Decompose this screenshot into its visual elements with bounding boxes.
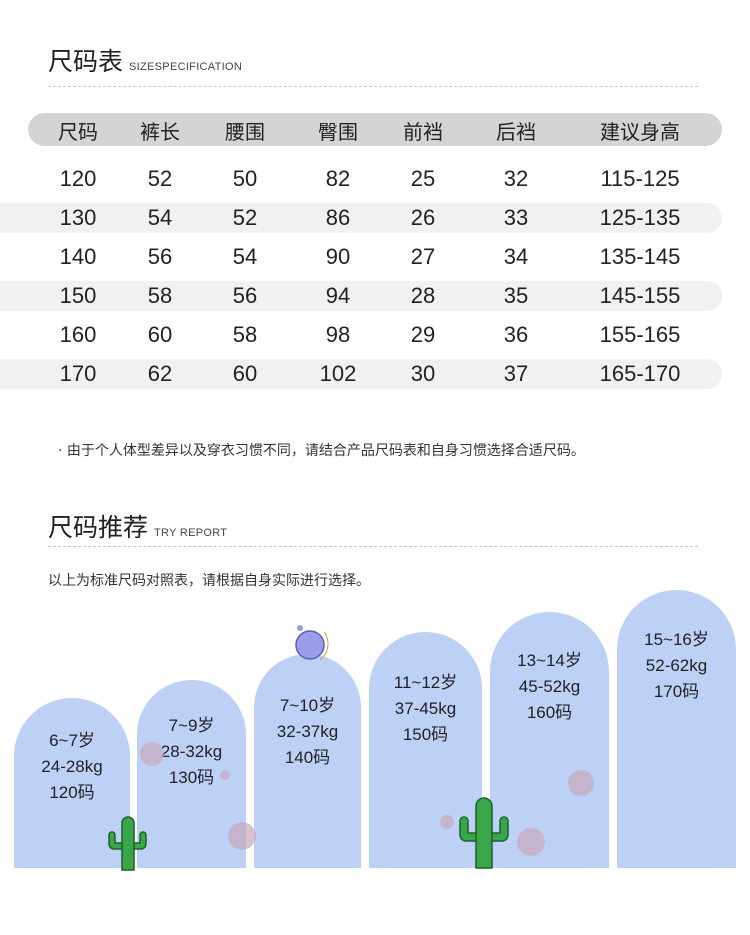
card-size: 140码 (284, 748, 331, 767)
card-age: 7~10岁 (279, 696, 336, 715)
card-age: 13~14岁 (517, 651, 582, 670)
table-cell: 120 (59, 166, 97, 191)
table-cell: 82 (325, 166, 351, 191)
card-age: 6~7岁 (49, 731, 95, 750)
card-weight: 24-28kg (41, 757, 103, 776)
recommend-title-text: 尺码推荐 (48, 513, 149, 542)
table-cell: 170 (59, 361, 97, 386)
card-size: 120码 (49, 783, 95, 802)
card-age: 7~9岁 (168, 716, 215, 735)
table-cell: 56 (232, 283, 258, 308)
planet-decoration (568, 770, 594, 796)
card-size: 160码 (526, 703, 573, 722)
table-cell: 140 (59, 244, 97, 269)
row-band (0, 359, 722, 389)
table-cell: 30 (410, 361, 436, 386)
column-header: 腰围 (225, 122, 265, 144)
recommend-intro: 以上为标准尺码对照表，请根据自身实际进行选择。 (48, 573, 370, 589)
table-cell: 52 (232, 205, 258, 230)
planet-decoration (228, 822, 256, 850)
column-header: 裤长 (140, 122, 180, 144)
table-cell: 32 (503, 166, 529, 191)
table-cell: 60 (232, 361, 258, 386)
table-cell: 160 (59, 322, 97, 347)
table-cell: 25 (410, 166, 436, 191)
table-cell: 28 (410, 283, 436, 308)
card-size: 130码 (168, 768, 215, 787)
card-weight: 37-45kg (394, 699, 457, 718)
recommend-title: 尺码推荐 TRY REPORT (48, 508, 227, 544)
card-weight: 28-32kg (160, 742, 223, 761)
size-card: 13~14岁 45-52kg 160码 (490, 612, 609, 868)
column-header: 前裆 (403, 122, 443, 144)
table-cell: 98 (325, 322, 351, 347)
card-weight: 52-62kg (645, 656, 708, 675)
planet-decoration (517, 828, 545, 856)
table-header-bar (28, 113, 722, 146)
table-cell: 155-165 (599, 322, 681, 347)
row-band (0, 281, 722, 311)
table-cell: 62 (147, 361, 173, 386)
column-header: 臀围 (318, 122, 358, 144)
table-cell: 52 (147, 166, 173, 191)
table-cell: 33 (503, 205, 529, 230)
table-cell: 115-125 (600, 166, 680, 191)
table-cell: 165-170 (599, 361, 681, 386)
column-header: 建议身高 (600, 122, 680, 144)
planet-icon (295, 625, 329, 661)
spec-subtitle: SIZESPECIFICATION (129, 61, 243, 73)
table-cell: 54 (147, 205, 173, 230)
cactus-icon (108, 816, 147, 871)
card-size: 150码 (402, 725, 449, 744)
table-cell: 56 (147, 244, 173, 269)
table-cell: 86 (325, 205, 351, 230)
card-size: 170码 (653, 682, 700, 701)
table-cell: 58 (147, 283, 173, 308)
table-cell: 94 (325, 283, 351, 308)
table-cell: 50 (232, 166, 258, 191)
planet-decoration (440, 815, 454, 829)
row-band (0, 203, 722, 233)
table-cell: 125-135 (599, 205, 681, 230)
table-cell: 29 (410, 322, 436, 347)
table-cell: 35 (503, 283, 529, 308)
table-cell: 26 (410, 205, 436, 230)
table-cell: 135-145 (599, 244, 681, 269)
column-header: 尺码 (58, 122, 98, 144)
table-cell: 54 (232, 244, 258, 269)
table-cell: 58 (232, 322, 258, 347)
table-cell: 150 (59, 283, 97, 308)
size-note: · 由于个人体型差异以及穿衣习惯不同，请结合产品尺码表和自身习惯选择合适尺码。 (58, 443, 585, 459)
table-cell: 34 (503, 244, 529, 269)
column-header: 后裆 (496, 122, 536, 144)
table-cell: 90 (325, 244, 351, 269)
table-cell: 102 (319, 361, 357, 386)
table-cell: 27 (410, 244, 436, 269)
table-cell: 37 (503, 361, 529, 386)
cactus-icon (459, 797, 509, 869)
table-cell: 36 (503, 322, 529, 347)
spec-title-text: 尺码表 (48, 47, 124, 76)
divider (48, 546, 698, 547)
card-weight: 32-37kg (276, 722, 339, 741)
card-age: 15~16岁 (644, 630, 709, 649)
divider (48, 86, 698, 87)
size-card: 15~16岁 52-62kg 170码 (617, 590, 736, 868)
planet-decoration (140, 742, 164, 766)
size-card: 7~10岁 32-37kg 140码 (254, 654, 361, 868)
planet-decoration (220, 770, 230, 780)
card-age: 11~12岁 (393, 673, 458, 692)
table-cell: 145-155 (599, 283, 681, 308)
spec-title: 尺码表 SIZESPECIFICATION (48, 42, 242, 78)
recommend-subtitle: TRY REPORT (154, 527, 228, 539)
card-weight: 45-52kg (518, 677, 581, 696)
table-cell: 130 (59, 205, 97, 230)
table-cell: 60 (147, 322, 173, 347)
